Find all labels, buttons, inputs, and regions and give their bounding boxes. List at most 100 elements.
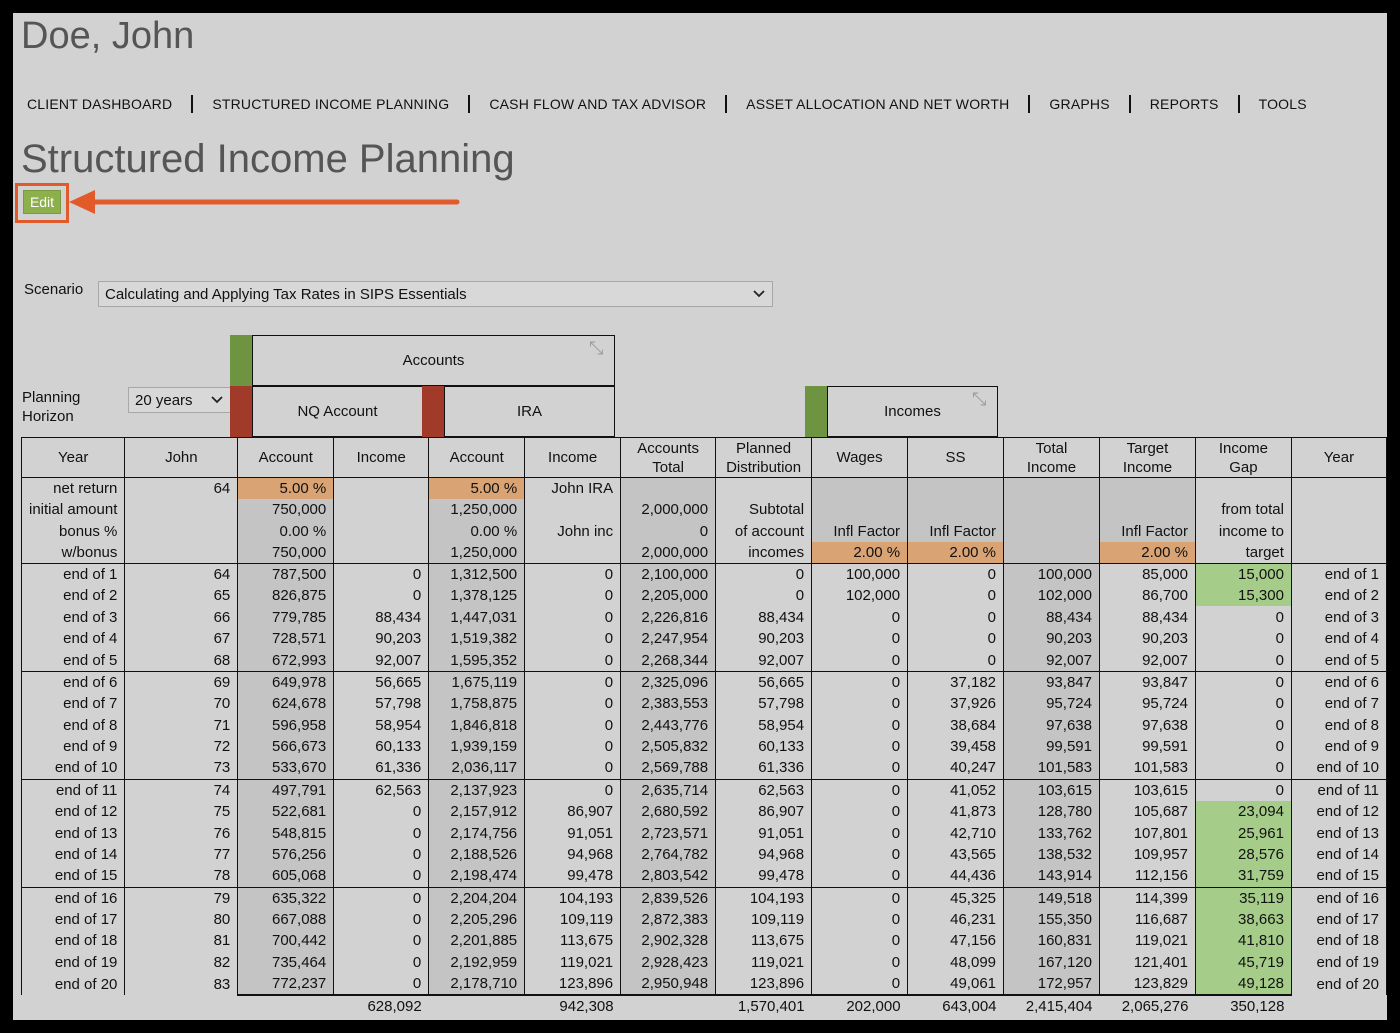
cell-nq-income: 61,336 bbox=[333, 757, 430, 780]
cell-target-income: 109,957 bbox=[1098, 843, 1196, 866]
cell-ss: 0 bbox=[907, 606, 1005, 628]
cell-accounts-total: 2,226,816 bbox=[620, 606, 717, 628]
cell-ira-account: 2,036,117 bbox=[428, 757, 526, 780]
cell-john-age: 71 bbox=[124, 714, 239, 736]
cell-nq-income: 92,007 bbox=[333, 649, 430, 672]
nav-graphs[interactable]: GRAPHS bbox=[1049, 96, 1110, 112]
cell-accounts-total: 2,247,954 bbox=[620, 627, 717, 650]
nav-tools[interactable]: TOOLS bbox=[1258, 96, 1307, 112]
cell-total-income: 93,847 bbox=[1003, 670, 1100, 693]
cell-ira-income: 123,896 bbox=[524, 973, 622, 996]
cell-john-age: 82 bbox=[124, 951, 239, 974]
cell-ira-income: 113,675 bbox=[524, 930, 622, 952]
assumption-cell bbox=[715, 477, 813, 499]
assumptions-row: w/bonus 750,000 1,250,000 2,000,000 incomes 2… bbox=[20, 541, 1387, 564]
assumption-cell: 750,000 bbox=[237, 541, 335, 564]
accounts-group-label: Accounts bbox=[402, 352, 465, 369]
cell-nq-income: 0 bbox=[333, 886, 430, 909]
table-row: end of 12 75 522,681 0 2,157,912 86,907 2,680,… bbox=[20, 800, 1387, 823]
cell-nq-income: 90,203 bbox=[333, 627, 430, 650]
cell-target-income: 105,687 bbox=[1098, 800, 1196, 823]
cell-income-gap: 0 bbox=[1194, 735, 1292, 758]
cell-ira-income: 0 bbox=[524, 778, 622, 801]
cell-income-gap: 38,663 bbox=[1194, 908, 1292, 931]
cell-target-income: 116,687 bbox=[1098, 908, 1196, 931]
assumption-cell: Infl Factor bbox=[811, 520, 909, 542]
assumption-cell: 2.00 % bbox=[811, 541, 909, 564]
cell-john-age: 72 bbox=[124, 735, 239, 758]
column-header-text: Target bbox=[1126, 439, 1169, 457]
table-row: end of 13 76 548,815 0 2,174,756 91,051 2,723,… bbox=[20, 822, 1387, 844]
cell-ira-income: 0 bbox=[524, 670, 622, 693]
column-header-text: Account bbox=[449, 449, 504, 466]
cell-planned-distribution: 92,007 bbox=[715, 649, 813, 672]
cell-ss: 46,231 bbox=[907, 908, 1005, 931]
edit-button[interactable]: Edit bbox=[23, 190, 61, 214]
cell-john-age: 69 bbox=[124, 670, 239, 693]
table-row: end of 4 67 728,571 90,203 1,519,382 0 2,247,9… bbox=[20, 627, 1387, 650]
cell-nq-income: 62,563 bbox=[333, 778, 430, 801]
cell-accounts-total: 2,950,948 bbox=[620, 973, 717, 996]
cell-planned-distribution: 88,434 bbox=[715, 606, 813, 628]
cell-planned-distribution: 99,478 bbox=[715, 865, 813, 887]
nav-client-dashboard[interactable]: CLIENT DASHBOARD bbox=[27, 96, 173, 112]
assumptions-row: net return 64 5.00 % 5.00 % John IRA bbox=[20, 477, 1387, 499]
cell-target-income: 99,591 bbox=[1098, 735, 1196, 758]
collapse-icon[interactable]: ⤡ bbox=[972, 389, 987, 409]
nq-account-header: NQ Account bbox=[252, 386, 423, 437]
nq-account-label: NQ Account bbox=[297, 403, 378, 420]
column-header-ira-account: Account bbox=[428, 437, 526, 478]
cell-income-gap: 0 bbox=[1194, 606, 1292, 628]
cell-wages: 0 bbox=[811, 908, 909, 931]
table-row: end of 20 83 772,237 0 2,178,710 123,896 2,950… bbox=[20, 973, 1387, 996]
scenario-select[interactable]: Calculating and Applying Tax Rates in SI… bbox=[98, 281, 773, 307]
planning-horizon-select[interactable]: 20 years bbox=[128, 387, 231, 413]
cell-ss: 41,873 bbox=[907, 800, 1005, 823]
cell-wages: 0 bbox=[811, 649, 909, 672]
assumption-cell bbox=[811, 477, 909, 499]
cell-year-right: end of 18 bbox=[1290, 930, 1387, 952]
cell-ira-account: 2,192,959 bbox=[428, 951, 526, 974]
cell-target-income: 85,000 bbox=[1098, 562, 1196, 585]
assumption-cell: Infl Factor bbox=[1098, 520, 1196, 542]
accounts-group-strip bbox=[230, 335, 252, 386]
nav-structured-income-planning[interactable]: STRUCTURED INCOME PLANNING bbox=[212, 96, 450, 112]
cell-nq-income: 0 bbox=[333, 800, 430, 823]
cell-ira-income: 94,968 bbox=[524, 843, 622, 866]
table-row: end of 16 79 635,322 0 2,204,204 104,193 2,839… bbox=[20, 886, 1387, 909]
cell-nq-income: 0 bbox=[333, 973, 430, 996]
planning-horizon-value: 20 years bbox=[135, 391, 193, 409]
cell-ira-account: 1,378,125 bbox=[428, 584, 526, 607]
column-header-text: Total bbox=[652, 458, 684, 476]
cell-year: end of 16 bbox=[20, 886, 126, 909]
nav-reports[interactable]: REPORTS bbox=[1149, 96, 1219, 112]
cell-ira-account: 1,675,119 bbox=[428, 670, 526, 693]
cell-accounts-total: 2,505,832 bbox=[620, 735, 717, 758]
assumption-cell: w/bonus bbox=[20, 541, 126, 564]
collapse-icon[interactable]: ⤡ bbox=[589, 338, 604, 358]
pointer-arrow-icon bbox=[69, 190, 460, 214]
assumption-cell bbox=[124, 499, 239, 521]
app-window: Doe, John CLIENT DASHBOARD STRUCTURED IN… bbox=[13, 13, 1387, 1020]
cell-john-age: 78 bbox=[124, 865, 239, 887]
cell-target-income: 103,615 bbox=[1098, 778, 1196, 801]
cell-ira-income: 119,021 bbox=[524, 951, 622, 974]
cell-year-right: end of 20 bbox=[1290, 973, 1387, 996]
nav-asset-allocation-net-worth[interactable]: ASSET ALLOCATION AND NET WORTH bbox=[746, 96, 1010, 112]
cell-accounts-total: 2,872,383 bbox=[620, 908, 717, 931]
assumption-cell bbox=[524, 499, 622, 521]
cell-john-age: 67 bbox=[124, 627, 239, 650]
nav-separator bbox=[1237, 95, 1240, 113]
cell-income-gap: 0 bbox=[1194, 649, 1292, 672]
planning-horizon-label: Planning Horizon bbox=[22, 388, 80, 426]
assumption-cell: target bbox=[1194, 541, 1292, 564]
cell-ss: 0 bbox=[907, 584, 1005, 607]
accounts-group-header: Accounts bbox=[252, 335, 615, 386]
cell-accounts-total: 2,268,344 bbox=[620, 649, 717, 672]
nav-cash-flow-tax-advisor[interactable]: CASH FLOW AND TAX ADVISOR bbox=[489, 96, 707, 112]
cell-nq-account: 826,875 bbox=[237, 584, 335, 607]
cell-year: end of 20 bbox=[20, 973, 126, 996]
cell-ira-account: 2,137,923 bbox=[428, 778, 526, 801]
cell-ss: 37,182 bbox=[907, 670, 1005, 693]
cell-target-income: 119,021 bbox=[1098, 930, 1196, 952]
